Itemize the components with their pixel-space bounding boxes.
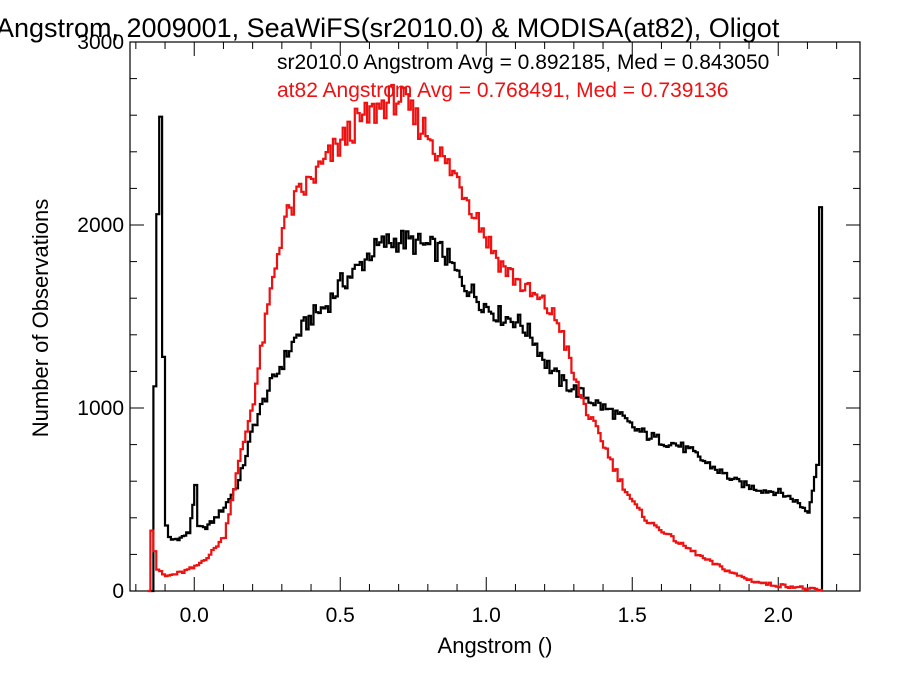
y-tick-label: 0 — [112, 580, 124, 603]
x-tick-label: 0.0 — [180, 604, 209, 627]
y-tick-label: 3000 — [77, 31, 124, 54]
series-layer — [147, 83, 824, 593]
x-tick-label: 2.0 — [764, 604, 793, 627]
annotation-black: sr2010.0 Angstrom Avg = 0.892185, Med = … — [277, 51, 769, 74]
annotation-red: at82 Angstrom Avg = 0.768491, Med = 0.73… — [277, 79, 728, 102]
plot-frame — [129, 41, 861, 592]
x-axis-label: Angstrom () — [438, 633, 553, 658]
x-tick-label: 1.0 — [472, 604, 501, 627]
y-tick-label: 2000 — [77, 214, 124, 237]
y-tick-label: 1000 — [77, 397, 124, 420]
y-axis-label: Number of Observations — [28, 199, 53, 437]
x-tick-label: 1.5 — [618, 604, 647, 627]
axes: 0.0 0.5 1.0 1.5 2.0 0 1000 2000 3000 — [77, 31, 861, 627]
chart-title: Angstrom, 2009001, SeaWiFS(sr2010.0) & M… — [0, 13, 780, 43]
x-tick-label: 0.5 — [326, 604, 355, 627]
series-line-1 — [147, 83, 824, 593]
series-line-0 — [150, 115, 824, 593]
